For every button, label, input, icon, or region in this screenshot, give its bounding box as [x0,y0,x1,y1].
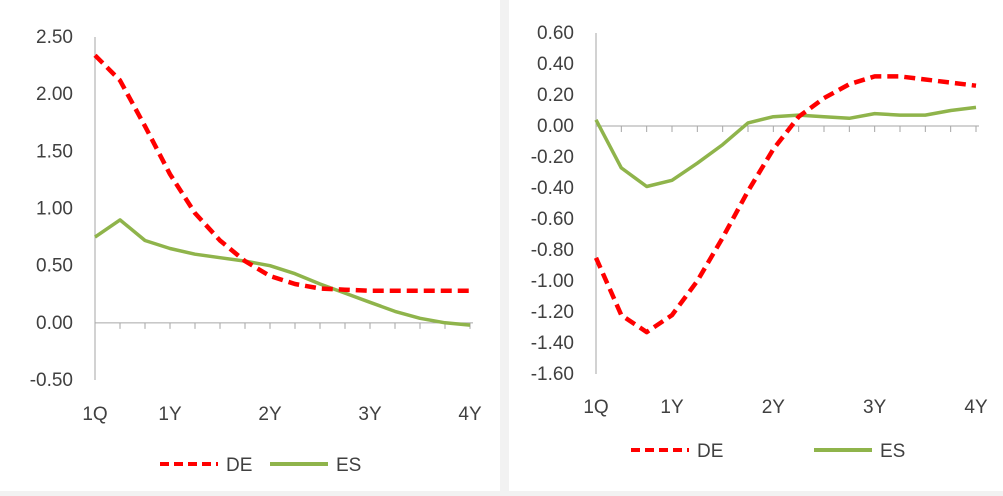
y-tick-label: 0.60 [537,23,574,44]
x-tick-label: 4Y [964,397,988,418]
y-tick-label: -1.00 [531,271,574,292]
series-line-es [94,218,471,327]
legend-label-de: DE [697,441,723,462]
x-tick-label: 1Y [660,397,684,418]
left-chart-panel: 2.50 2.00 1.50 1.00 0.50 0.00 -0.50 1Q 1Y 2Y 3Y 4Y D… [0,0,500,491]
y-tick-label: 0.40 [537,54,574,75]
x-tick-label: 1Q [583,397,608,418]
right-chart: 0.60 0.40 0.20 0.00 -0.20 -0.40 -0.60 -0.80 -1.0… [531,23,988,462]
y-tick-label: -1.20 [531,302,574,323]
legend-label-es: ES [880,441,905,462]
x-tick-label: 1Q [82,404,107,425]
y-tick-label: 0.00 [36,313,73,334]
x-tick-label: 2Y [258,404,282,425]
x-tick-label: 3Y [358,404,382,425]
y-tick-label: -0.40 [531,178,574,199]
y-tick-label: 0.50 [36,256,73,277]
y-tick-label: -1.40 [531,333,574,354]
x-tick-label: 2Y [762,397,786,418]
y-tick-label: -0.20 [531,147,574,168]
y-tick-label: 2.00 [36,84,73,105]
y-tick-label: 0.20 [537,85,574,106]
x-tick-label: 4Y [458,404,482,425]
series-line-de [93,53,470,294]
y-tick-label: -0.80 [531,240,574,261]
y-tick-label: 1.00 [36,199,73,220]
y-tick-label: -0.60 [531,209,574,230]
legend-label-es: ES [336,455,361,476]
y-tick-label: -0.50 [30,370,73,391]
y-tick-label: -1.60 [531,364,574,385]
y-tick-label: 1.50 [36,141,73,162]
y-tick-label: 2.50 [36,27,73,48]
y-tick-label: 0.00 [537,116,574,137]
series-line-de [593,74,977,335]
x-tick-label: 3Y [863,397,887,418]
x-tick-label: 1Y [158,404,182,425]
series-line-es [594,105,977,189]
left-chart: 2.50 2.00 1.50 1.00 0.50 0.00 -0.50 1Q 1Y 2Y 3Y 4Y D… [30,27,482,476]
legend-label-de: DE [226,455,252,476]
right-chart-panel: 0.60 0.40 0.20 0.00 -0.20 -0.40 -0.60 -0.80 -1.0… [509,0,1003,491]
